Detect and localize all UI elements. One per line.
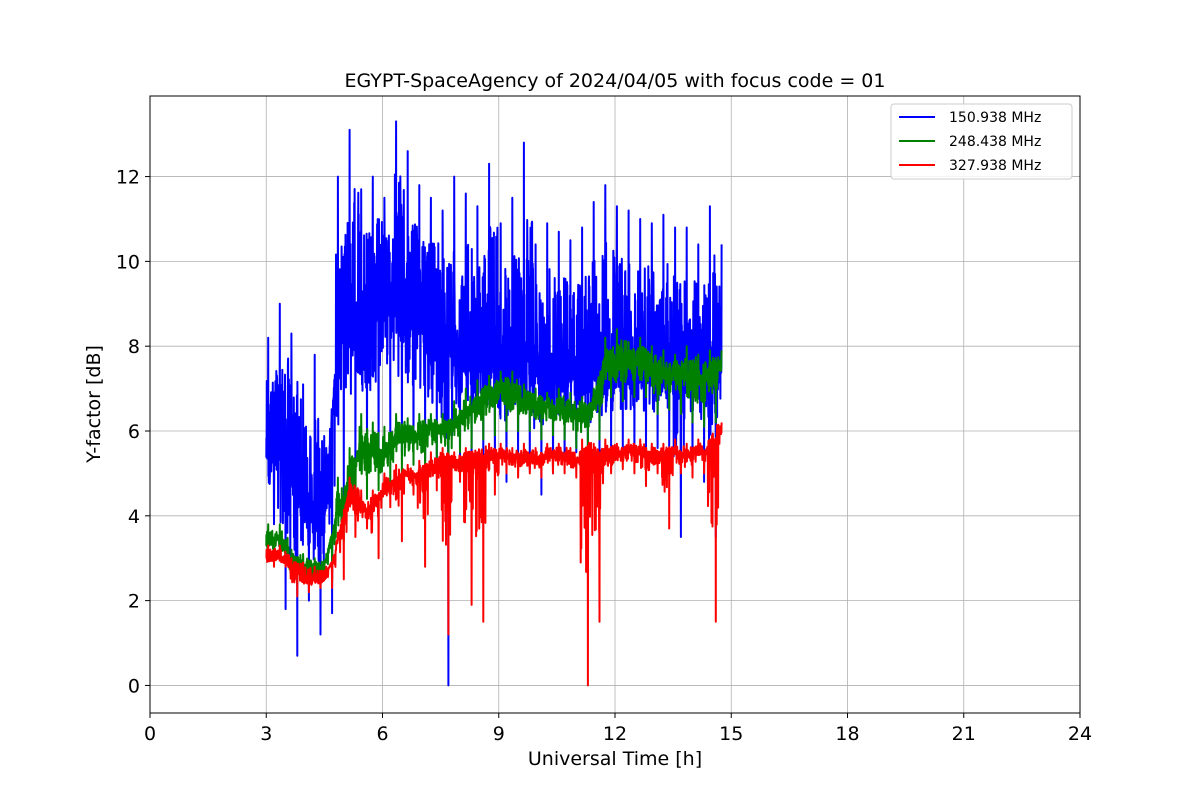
x-tick-label: 21 [952, 723, 976, 745]
y-tick-label: 10 [116, 251, 140, 273]
x-tick-label: 24 [1068, 723, 1092, 745]
x-tick-label: 15 [719, 723, 743, 745]
legend-box [890, 103, 1073, 180]
y-tick-label: 6 [128, 421, 140, 443]
x-tick-label: 12 [603, 723, 627, 745]
y-tick-label: 0 [128, 675, 140, 697]
chart-title: EGYPT-SpaceAgency of 2024/04/05 with foc… [345, 70, 886, 92]
legend-label: 150.938 MHz [949, 110, 1041, 126]
legend: 150.938 MHz 248.438 MHz 327.938 MHz [890, 103, 1073, 180]
series-line [265, 422, 723, 687]
x-tick-label: 18 [835, 723, 859, 745]
x-tick-label: 0 [144, 723, 156, 745]
x-tick-label: 3 [260, 723, 272, 745]
y-tick-label: 2 [128, 591, 140, 613]
y-axis-label: Y-factor [dB] [83, 345, 105, 464]
series-327-938-mhz [265, 422, 723, 687]
series-line [265, 328, 723, 589]
x-tick-label: 9 [493, 723, 505, 745]
x-tick-label: 6 [376, 723, 388, 745]
legend-label: 327.938 MHz [949, 158, 1041, 174]
y-tick-label: 4 [128, 506, 140, 528]
y-tick-label: 12 [116, 167, 140, 189]
x-axis-label: Universal Time [h] [528, 748, 702, 770]
series-layer [265, 120, 723, 687]
y-tick-label: 8 [128, 336, 140, 358]
legend-label: 248.438 MHz [949, 134, 1041, 150]
series-248-438-mhz [265, 328, 723, 589]
